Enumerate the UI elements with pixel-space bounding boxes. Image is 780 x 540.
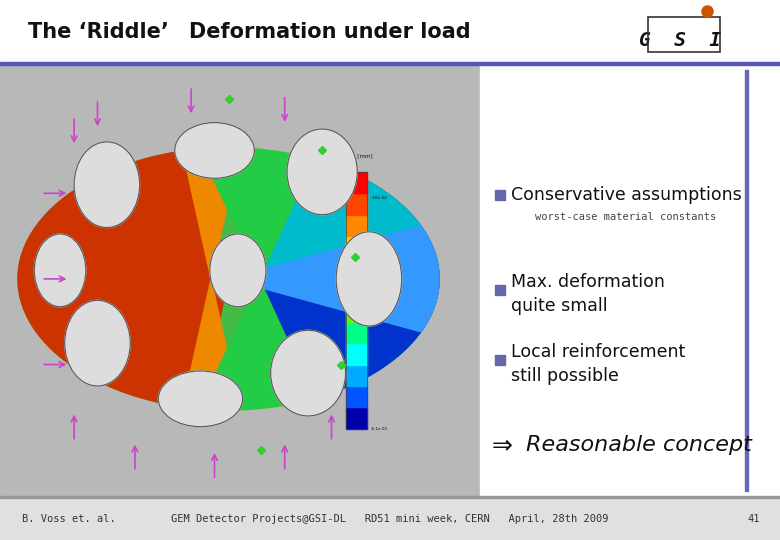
- Ellipse shape: [336, 232, 402, 326]
- Text: B. Voss et. al.: B. Voss et. al.: [22, 514, 115, 524]
- Bar: [0, 496, 780, 498]
- Text: Local reinforcement: Local reinforcement: [511, 343, 685, 361]
- Ellipse shape: [287, 129, 357, 215]
- Bar: [495, 285, 505, 295]
- Bar: [0, 0, 780, 62]
- Bar: [346, 386, 367, 407]
- Text: U_1,2 [mm]: U_1,2 [mm]: [340, 153, 372, 159]
- Text: -6.1e-02: -6.1e-02: [371, 427, 388, 431]
- Text: Reasonable concept: Reasonable concept: [526, 435, 752, 455]
- Polygon shape: [229, 148, 297, 410]
- Bar: [346, 279, 367, 300]
- Ellipse shape: [65, 300, 130, 386]
- Polygon shape: [229, 159, 439, 399]
- Bar: [346, 364, 367, 386]
- Text: still possible: still possible: [511, 367, 619, 385]
- Text: 41: 41: [747, 514, 760, 524]
- Text: ⇒: ⇒: [491, 433, 512, 457]
- Ellipse shape: [34, 234, 86, 307]
- Polygon shape: [18, 149, 229, 409]
- Bar: [346, 172, 367, 193]
- Bar: [480, 65, 780, 496]
- Text: G  S  I: G S I: [639, 31, 722, 50]
- Bar: [346, 236, 367, 258]
- Polygon shape: [183, 148, 240, 410]
- Ellipse shape: [158, 371, 243, 427]
- Bar: [495, 355, 505, 365]
- Polygon shape: [229, 155, 421, 279]
- Bar: [0, 62, 780, 65]
- Text: The ‘Riddle’: The ‘Riddle’: [28, 22, 169, 42]
- Bar: [346, 258, 367, 279]
- Bar: [0, 65, 480, 496]
- Bar: [346, 322, 367, 343]
- Bar: [346, 407, 367, 429]
- Text: -2.2e-02: -2.2e-02: [371, 311, 388, 315]
- Ellipse shape: [74, 142, 140, 227]
- Bar: [346, 343, 367, 364]
- Bar: [495, 190, 505, 200]
- Bar: [0, 496, 780, 540]
- Ellipse shape: [210, 234, 266, 307]
- Polygon shape: [200, 148, 314, 410]
- Bar: [745, 70, 748, 491]
- Text: 3.8e-02: 3.8e-02: [371, 195, 387, 200]
- Bar: [346, 172, 367, 429]
- Bar: [648, 17, 720, 51]
- Polygon shape: [229, 226, 439, 332]
- Polygon shape: [18, 148, 439, 410]
- Text: Deformation under load: Deformation under load: [190, 22, 471, 42]
- Ellipse shape: [271, 330, 346, 416]
- Bar: [346, 215, 367, 236]
- Bar: [346, 300, 367, 322]
- Ellipse shape: [175, 123, 254, 178]
- Text: GEM Detector Projects@GSI-DL   RD51 mini week, CERN   April, 28th 2009: GEM Detector Projects@GSI-DL RD51 mini w…: [172, 514, 608, 524]
- Text: quite small: quite small: [511, 297, 608, 315]
- Text: worst-case material constants: worst-case material constants: [535, 212, 716, 222]
- Text: Conservative assumptions: Conservative assumptions: [511, 186, 742, 204]
- Bar: [346, 193, 367, 215]
- Text: Max. deformation: Max. deformation: [511, 273, 665, 291]
